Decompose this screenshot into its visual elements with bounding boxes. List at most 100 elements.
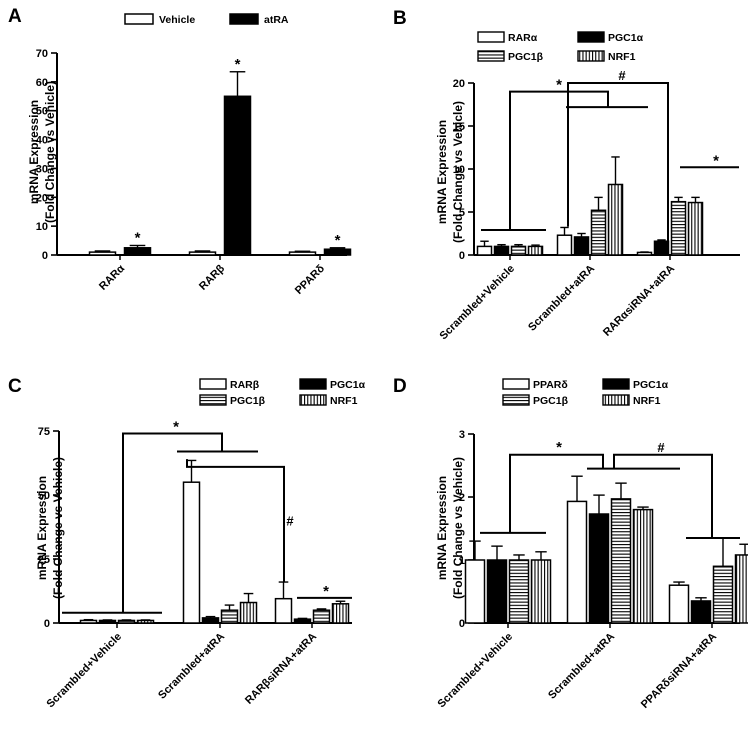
y-axis-label-line: (Fold Change vs Vehicle) xyxy=(51,457,65,599)
x-tick-label: Scrambled+atRA xyxy=(526,263,597,334)
legend-label: PGC1β xyxy=(508,51,544,63)
significance-marker: # xyxy=(286,514,294,529)
bar xyxy=(288,251,317,256)
bar xyxy=(527,245,544,256)
legend-label: RARα xyxy=(508,32,538,44)
y-tick-label: 10 xyxy=(36,221,48,233)
bar xyxy=(588,513,610,624)
bar xyxy=(98,619,117,624)
bar xyxy=(508,559,530,624)
y-tick-label: 1 xyxy=(459,555,465,567)
y-tick-label: 0 xyxy=(459,618,465,630)
y-axis-label: mRNA Expression (Fold Change vs Vehicle) xyxy=(435,101,465,243)
y-tick-label: 10 xyxy=(453,164,465,176)
comparison-bracket xyxy=(509,453,604,533)
y-tick-label: 50 xyxy=(38,490,50,502)
significance-marker: * xyxy=(235,56,241,73)
x-tick-label: Scrambled+Vehicle xyxy=(438,263,518,343)
bar xyxy=(323,248,352,256)
x-tick-label: RARα xyxy=(97,262,127,292)
x-tick-label: Scrambled+Vehicle xyxy=(45,631,125,711)
x-tick-label: Scrambled+Vehicle xyxy=(436,631,516,711)
legend-swatch xyxy=(229,13,259,25)
comparison-bracket xyxy=(509,90,609,231)
bar xyxy=(607,183,624,256)
legend-label: PGC1α xyxy=(330,379,366,391)
y-axis-label-line: mRNA Expression xyxy=(27,100,41,204)
panel-letter: D xyxy=(393,376,407,397)
y-tick-label: 0 xyxy=(42,250,48,262)
bar xyxy=(556,234,573,256)
legend-swatch xyxy=(124,13,154,25)
y-axis-label-line: mRNA Expression xyxy=(435,120,449,224)
bar xyxy=(220,609,239,624)
legend-label: RARβ xyxy=(230,379,260,391)
bar xyxy=(493,245,510,256)
bar xyxy=(88,251,117,256)
significance-marker: * xyxy=(556,439,562,456)
legend-swatch xyxy=(199,394,227,406)
bar xyxy=(182,481,201,624)
bar xyxy=(136,619,155,624)
bar xyxy=(566,500,588,624)
bar xyxy=(668,584,690,624)
legend-swatch xyxy=(299,394,327,406)
bar xyxy=(530,559,552,624)
significance-marker: * xyxy=(173,419,179,436)
legend-label: PPARδ xyxy=(533,379,568,391)
bar xyxy=(653,240,670,256)
y-tick-label: 70 xyxy=(36,48,48,60)
legend-label: PGC1β xyxy=(533,395,569,407)
y-axis-label: mRNA Expression (Fold Change vs Vehicle) xyxy=(35,457,65,599)
bar xyxy=(239,601,258,624)
y-axis-label: mRNA Expression (Fold Change vs Vehicle) xyxy=(435,457,465,599)
y-tick-label: 50 xyxy=(36,106,48,118)
bar xyxy=(201,617,220,624)
significance-marker: # xyxy=(618,68,626,83)
bar xyxy=(573,236,590,256)
bar xyxy=(274,597,293,624)
x-tick-label: RARβsiRNA+atRA xyxy=(243,631,319,707)
bar xyxy=(312,609,331,624)
legend-label: Vehicle xyxy=(159,14,195,26)
legend-swatch xyxy=(577,50,605,62)
bar xyxy=(293,618,312,624)
y-axis-label-line: (Fold Change vs Vehicle) xyxy=(43,81,57,223)
legend-swatch xyxy=(299,378,327,390)
y-tick-label: 75 xyxy=(38,426,50,438)
significance-marker: * xyxy=(323,583,329,600)
y-tick-label: 60 xyxy=(36,77,48,89)
bar xyxy=(687,201,704,256)
x-tick-label: PPARδsiRNA+atRA xyxy=(639,631,719,711)
panel-letter: C xyxy=(8,376,22,397)
comparison-bracket xyxy=(567,82,669,252)
y-axis-label-line: (Fold Change vs Vehicle) xyxy=(451,101,465,243)
panel-a: A 0 10 20 30 40 50 60 70 mRNA Expression (Fold Cha… xyxy=(8,6,352,297)
bar xyxy=(734,554,748,624)
bar xyxy=(670,200,687,256)
bar xyxy=(510,245,527,256)
bar xyxy=(331,603,350,624)
legend-label: PGC1β xyxy=(230,395,266,407)
bar xyxy=(464,559,486,624)
y-tick-label: 5 xyxy=(459,207,465,219)
significance-marker: * xyxy=(335,232,341,249)
bar xyxy=(123,247,152,256)
legend-label: NRF1 xyxy=(633,395,661,407)
significance-marker: * xyxy=(713,152,719,169)
legend-swatch xyxy=(602,394,630,406)
legend-swatch xyxy=(502,394,530,406)
bar xyxy=(636,251,653,256)
bar xyxy=(610,498,632,624)
y-axis-label-line: (Fold Change vs Vehicle) xyxy=(451,457,465,599)
x-tick-label: Scrambled+atRA xyxy=(156,631,227,702)
comparison-bracket xyxy=(186,459,285,583)
bar xyxy=(223,95,252,256)
bar xyxy=(79,619,98,624)
y-tick-label: 20 xyxy=(453,78,465,90)
x-tick-label: RARαsiRNA+atRA xyxy=(601,263,677,339)
y-tick-label: 40 xyxy=(36,135,48,147)
legend-swatch xyxy=(502,378,530,390)
legend-swatch xyxy=(477,31,505,43)
panel-letter: A xyxy=(8,6,22,27)
